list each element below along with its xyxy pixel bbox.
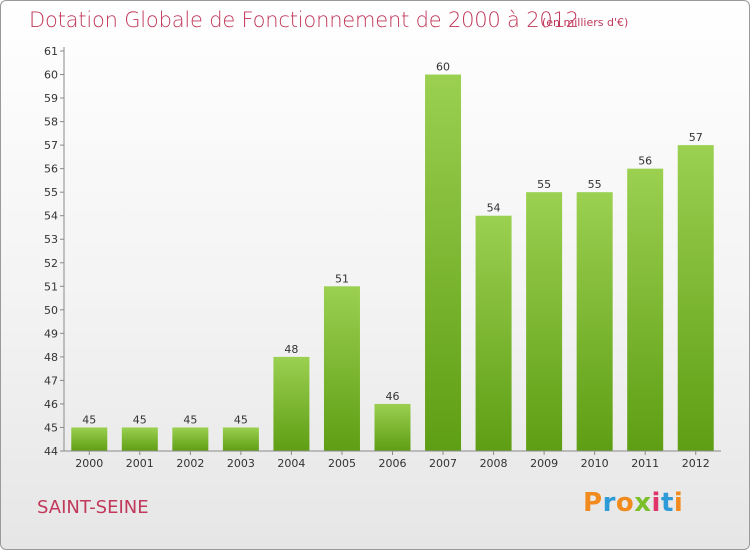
bar-2012 bbox=[677, 145, 714, 451]
x-tick-label: 2002 bbox=[176, 457, 204, 470]
y-tick-label: 45 bbox=[44, 421, 58, 434]
bar-2009 bbox=[526, 192, 563, 452]
y-tick-label: 54 bbox=[44, 210, 58, 223]
y-tick-label: 52 bbox=[44, 257, 58, 270]
y-tick-label: 49 bbox=[44, 327, 58, 340]
y-tick-label: 60 bbox=[44, 69, 58, 82]
logo-letter: t bbox=[660, 488, 674, 518]
x-tick-label: 2000 bbox=[75, 457, 103, 470]
bar-value-label: 45 bbox=[133, 413, 147, 426]
bar-value-label: 55 bbox=[588, 178, 602, 191]
bar-value-label: 55 bbox=[537, 178, 551, 191]
bar-value-label: 48 bbox=[284, 343, 298, 356]
bar-2007 bbox=[425, 74, 462, 451]
bar-2011 bbox=[627, 168, 664, 451]
logo-letter: o bbox=[615, 488, 635, 518]
bar-2003 bbox=[222, 427, 259, 451]
chart-unit: (en milliers d'€) bbox=[542, 16, 629, 29]
y-tick-label: 61 bbox=[44, 45, 58, 58]
y-tick-label: 59 bbox=[44, 92, 58, 105]
logo-letter: r bbox=[602, 488, 616, 518]
x-axis: 2000 2001 2002 2003 2004 2005 2006 2007 2008 2009… bbox=[64, 450, 721, 470]
y-tick-label: 51 bbox=[44, 280, 58, 293]
y-tick-label: 58 bbox=[44, 116, 58, 129]
x-tick-label: 2011 bbox=[631, 457, 659, 470]
bar-2002 bbox=[172, 427, 209, 451]
bar-2001 bbox=[121, 427, 158, 451]
y-tick-label: 46 bbox=[44, 398, 58, 411]
y-tick-label: 57 bbox=[44, 139, 58, 152]
logo-letter: i bbox=[673, 488, 684, 518]
y-tick-label: 50 bbox=[44, 304, 58, 317]
bar-2000 bbox=[71, 427, 108, 451]
commune-name: SAINT-SEINE bbox=[37, 497, 149, 518]
x-tick-label: 2010 bbox=[581, 457, 609, 470]
bar-2005 bbox=[323, 286, 360, 451]
bar-value-label: 45 bbox=[82, 413, 96, 426]
bars: 45 45 45 45 48 51 46 60 54 55 55 56 57 bbox=[71, 61, 714, 452]
y-tick-label: 47 bbox=[44, 374, 58, 387]
y-tick-label: 55 bbox=[44, 186, 58, 199]
bar-value-label: 45 bbox=[234, 413, 248, 426]
x-tick-label: 2006 bbox=[379, 457, 407, 470]
x-tick-label: 2001 bbox=[126, 457, 154, 470]
x-tick-label: 2004 bbox=[277, 457, 305, 470]
bar-2010 bbox=[576, 192, 613, 452]
x-tick-label: 2003 bbox=[227, 457, 255, 470]
bar-value-label: 57 bbox=[689, 131, 703, 144]
y-axis: 44 45 46 47 48 49 50 51 52 53 54 55 56 57 58 59 60 61 bbox=[44, 45, 65, 458]
bar-value-label: 51 bbox=[335, 272, 349, 285]
x-tick-label: 2005 bbox=[328, 457, 356, 470]
y-tick-label: 48 bbox=[44, 351, 58, 364]
x-tick-label: 2007 bbox=[429, 457, 457, 470]
logo-letter: x bbox=[634, 488, 652, 518]
x-tick-label: 2009 bbox=[530, 457, 558, 470]
x-tick-label: 2012 bbox=[682, 457, 710, 470]
y-tick-label: 53 bbox=[44, 233, 58, 246]
bar-2006 bbox=[374, 403, 411, 451]
bar-value-label: 60 bbox=[436, 61, 450, 74]
chart-title: Dotation Globale de Fonctionnement de 20… bbox=[29, 8, 579, 32]
logo-letter: i bbox=[651, 488, 661, 518]
bar-value-label: 54 bbox=[487, 202, 501, 215]
bar-value-label: 56 bbox=[638, 155, 652, 168]
y-tick-label: 56 bbox=[44, 163, 58, 176]
proxiti-logo: Proxiti bbox=[583, 488, 683, 518]
logo-letter: P bbox=[583, 488, 603, 518]
bar-value-label: 46 bbox=[386, 390, 400, 403]
bar-2004 bbox=[273, 356, 310, 451]
y-tick-label: 44 bbox=[44, 445, 58, 458]
x-tick-label: 2008 bbox=[480, 457, 508, 470]
bar-value-label: 45 bbox=[183, 413, 197, 426]
bar-2008 bbox=[475, 215, 512, 451]
